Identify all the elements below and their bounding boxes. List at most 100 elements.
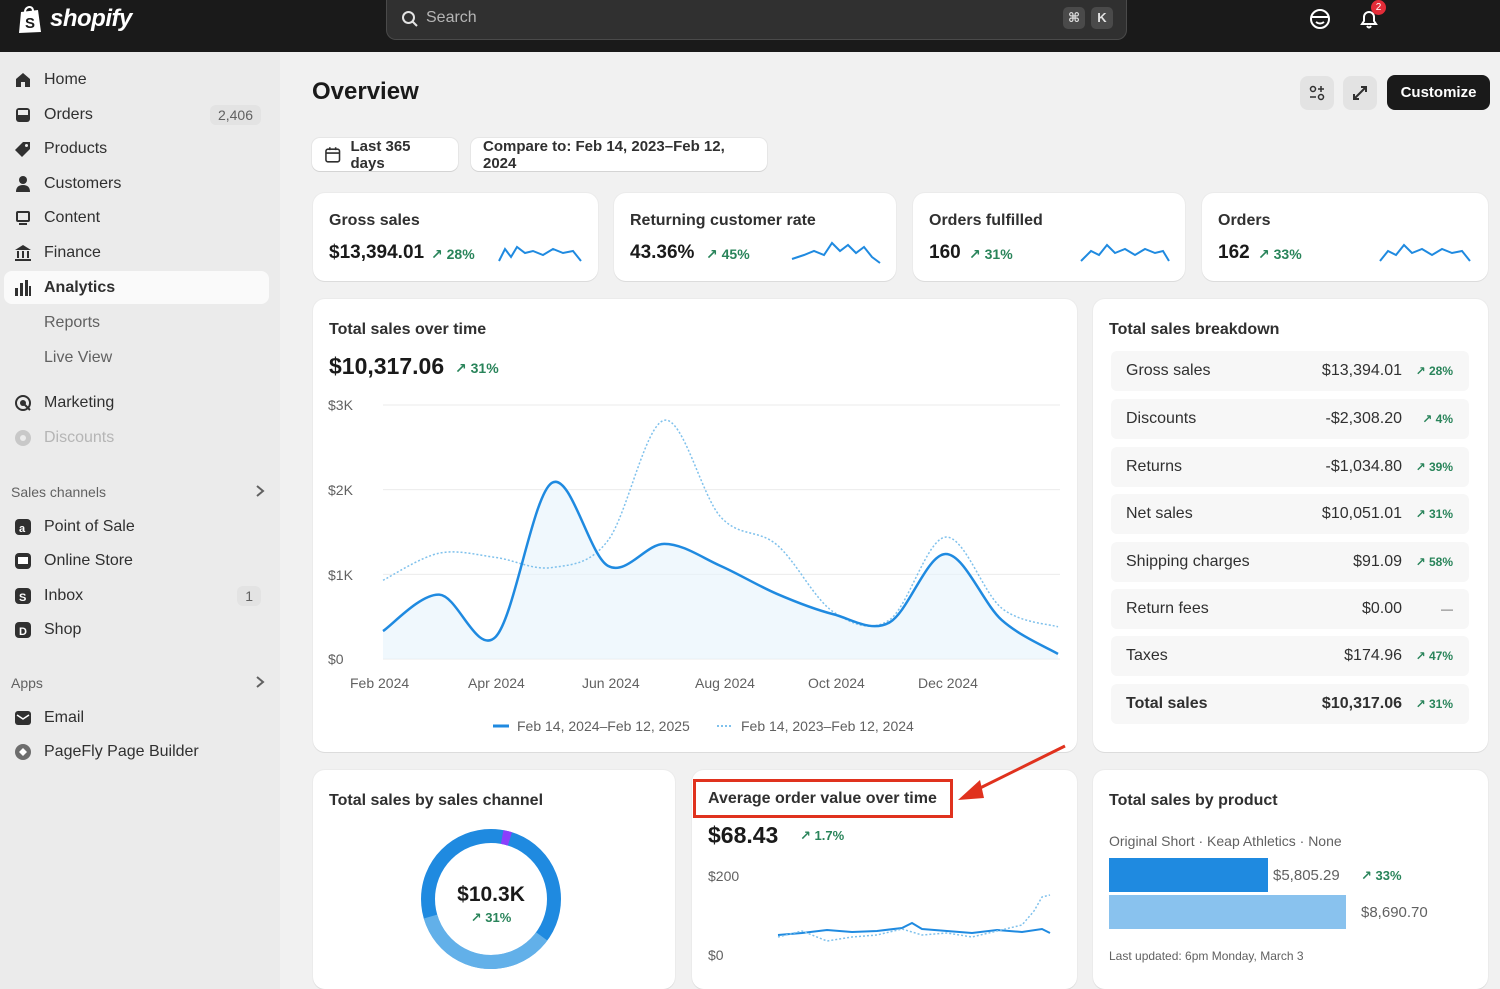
compare-label: Compare to: Feb 14, 2023–Feb 12, 2024 (483, 137, 725, 172)
breakdown-label: Shipping charges (1126, 553, 1250, 570)
kpi-card-orders-fulfilled[interactable]: Orders fulfilled 160 ↗ 31% (913, 193, 1185, 281)
sidebar-item-label: Email (44, 708, 85, 726)
card-title: Total sales breakdown (1109, 321, 1280, 338)
donut-trend-value: 31% (485, 910, 512, 925)
sidebar-item-home[interactable]: Home (4, 63, 269, 96)
apps-header[interactable]: Apps (11, 675, 266, 691)
product-bar-previous[interactable] (1109, 895, 1346, 929)
date-range-button[interactable]: Last 365 days (312, 138, 458, 172)
customize-button[interactable]: Customize (1387, 75, 1490, 110)
breakdown-label: Taxes (1126, 647, 1168, 664)
kpi-trend-value: 33% (1273, 246, 1302, 262)
kpi-card-orders[interactable]: Orders 162 ↗ 33% (1202, 193, 1488, 281)
fullscreen-button[interactable] (1343, 76, 1377, 110)
sidebar-item-inbox[interactable]: S Inbox 1 (4, 579, 269, 612)
orders-count-badge: 2,406 (209, 104, 261, 125)
sparkle-grid-icon (1309, 85, 1325, 101)
kpi-card-returning-rate[interactable]: Returning customer rate 43.36% ↗ 45% (614, 193, 896, 281)
x-tick: Aug 2024 (695, 675, 755, 691)
sidebar-item-content[interactable]: Content (4, 201, 269, 234)
sidebar-item-point-of-sale[interactable]: a Point of Sale (4, 510, 269, 543)
edit-layout-button[interactable] (1300, 76, 1334, 110)
aov-trend: ↗ 1.7% (800, 828, 845, 843)
x-tick: Feb 2024 (350, 675, 410, 691)
product-bar-current-value: $5,805.29 (1273, 867, 1340, 884)
sidebar-item-email[interactable]: Email (4, 701, 269, 734)
current-series-area (383, 481, 1058, 659)
sidebar-item-label: Reports (44, 313, 101, 331)
breakdown-trend: ↗ 4% (1422, 412, 1453, 426)
breakdown-row[interactable]: Returns -$1,034.80 ↗ 39% (1111, 447, 1469, 487)
sidebar-item-shop[interactable]: D Shop (4, 613, 269, 646)
shop-icon: D (13, 620, 33, 640)
logo-wordmark: shopify (50, 5, 132, 32)
breakdown-row[interactable]: Net sales $10,051.01 ↗ 31% (1111, 494, 1469, 534)
breakdown-value: $0.00 (1361, 600, 1402, 617)
search-bar[interactable]: Search ⌘ K (386, 0, 1127, 40)
breakdown-value: $10,051.01 (1321, 505, 1402, 522)
y-tick: $200 (708, 868, 740, 884)
user-smiley-icon[interactable] (1307, 6, 1333, 32)
breakdown-value: $174.96 (1344, 647, 1402, 664)
breakdown-row[interactable]: Return fees $0.00 — (1111, 589, 1469, 629)
breakdown-row[interactable]: Taxes $174.96 ↗ 47% (1111, 636, 1469, 676)
breakdown-row[interactable]: Shipping charges $91.09 ↗ 58% (1111, 542, 1469, 582)
breakdown-value: $13,394.01 (1321, 362, 1402, 379)
legend-current[interactable]: Feb 14, 2024–Feb 12, 2025 (493, 718, 690, 734)
sidebar-item-analytics[interactable]: Analytics (4, 271, 269, 304)
sidebar-item-products[interactable]: Products (4, 132, 269, 165)
chevron-right-icon (256, 485, 265, 497)
shopify-logo[interactable]: S shopify (16, 4, 132, 34)
shopify-bag-icon: S (19, 6, 41, 33)
product-trend: ↗ 33% (1361, 868, 1402, 883)
breakdown-trend-value: 47% (1428, 649, 1453, 663)
card-title: Total sales by sales channel (329, 792, 544, 809)
last-updated-text: Last updated: 6pm Monday, March 3 (1109, 949, 1304, 963)
breakdown-label: Gross sales (1126, 362, 1211, 379)
card-title: Average order value over time (708, 790, 937, 807)
donut-center-trend: ↗ 31% (470, 910, 512, 925)
breakdown-trend: — (1441, 602, 1453, 616)
kpi-value: $13,394.01 (329, 242, 425, 263)
sidebar-item-finance[interactable]: Finance (4, 236, 269, 269)
breakdown-trend: ↗ 58% (1415, 555, 1453, 569)
sidebar-item-marketing[interactable]: Marketing (4, 386, 269, 419)
breakdown-row[interactable]: Discounts -$2,308.20 ↗ 4% (1111, 399, 1469, 439)
product-bar-current[interactable] (1109, 858, 1268, 892)
sidebar-item-label: Customers (44, 174, 122, 192)
kpi-trend-value: 45% (721, 246, 750, 262)
sales-channels-header[interactable]: Sales channels (11, 484, 266, 500)
highlight-box (693, 779, 953, 818)
bell-icon[interactable] (1356, 6, 1382, 32)
kpi-trend: ↗ 45% (706, 246, 750, 262)
sales-trend: ↗ 31% (455, 360, 499, 376)
sidebar-item-customers[interactable]: Customers (4, 167, 269, 200)
sidebar-item-label: Point of Sale (44, 517, 135, 535)
sidebar-item-label: Inbox (44, 586, 84, 604)
kpi-title: Orders (1218, 212, 1271, 229)
breakdown-row[interactable]: Total sales $10,317.06 ↗ 31% (1111, 684, 1469, 724)
kpi-card-gross-sales[interactable]: Gross sales $13,394.01 ↗ 28% (313, 193, 598, 281)
orders-icon (13, 105, 33, 125)
breakdown-value: $10,317.06 (1321, 695, 1402, 712)
sidebar-item-orders[interactable]: Orders 2,406 (4, 98, 269, 131)
top-bar: S shopify Search ⌘ K 2 (0, 0, 1500, 52)
kpi-sparkline (1379, 243, 1471, 262)
breakdown-row[interactable]: Gross sales $13,394.01 ↗ 28% (1111, 351, 1469, 391)
breakdown-trend: ↗ 31% (1415, 507, 1453, 521)
sidebar-item-live-view[interactable]: Live View (4, 341, 269, 374)
annotation-arrow-icon (958, 744, 1066, 800)
legend-previous[interactable]: Feb 14, 2023–Feb 12, 2024 (717, 718, 914, 734)
sidebar-item-pagefly[interactable]: PageFly Page Builder (4, 735, 269, 768)
product-label: Original Short · Keap Athletics · None (1109, 833, 1342, 849)
bar-chart-icon (13, 278, 33, 298)
kpi-trend: ↗ 28% (431, 246, 475, 262)
sidebar-item-discounts[interactable]: Discounts (4, 421, 269, 454)
compare-button[interactable]: Compare to: Feb 14, 2023–Feb 12, 2024 (471, 137, 767, 172)
sidebar-item-reports[interactable]: Reports (4, 306, 269, 339)
previous-series-line (382, 419, 1059, 628)
pos-icon: a (13, 517, 33, 537)
kpi-sparkline (791, 241, 881, 264)
sidebar-item-online-store[interactable]: Online Store (4, 544, 269, 577)
kpi-value: 162 (1218, 242, 1250, 263)
